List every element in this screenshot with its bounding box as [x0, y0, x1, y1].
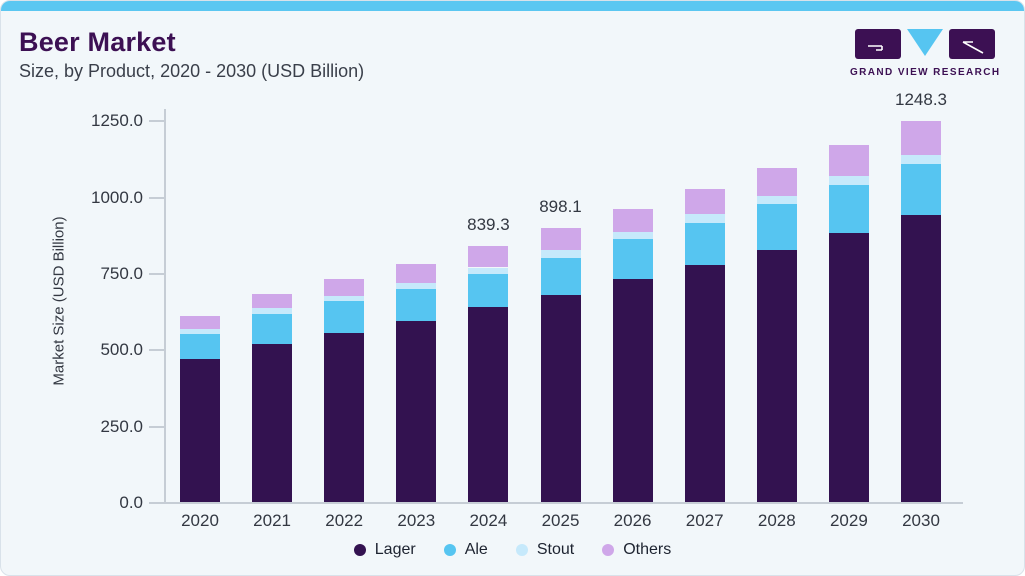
- gvr-logo: GRAND VIEW RESEARCH: [850, 29, 1000, 78]
- logo-g-block-icon: [855, 29, 901, 59]
- bar-segment-lager-2027[interactable]: [684, 265, 725, 502]
- x-tick-label-2023: 2023: [397, 511, 436, 530]
- x-tick-label-2030: 2030: [902, 511, 940, 530]
- y-tick-mark: [149, 273, 164, 276]
- accent-strip: [1, 1, 1024, 11]
- bar-segment-stout-2021[interactable]: [252, 308, 293, 314]
- bar-segment-ale-2022[interactable]: [324, 301, 365, 334]
- legend-item-others[interactable]: Others: [602, 541, 671, 559]
- bar-segment-others-2025[interactable]: [540, 227, 581, 251]
- logo-r-block-icon: [949, 29, 995, 59]
- bar-total-label-2025: 898.1: [539, 196, 582, 216]
- logo-mark: [850, 29, 1000, 61]
- bar-segment-lager-2030[interactable]: [901, 214, 941, 502]
- bar-segment-others-2029[interactable]: [828, 145, 869, 177]
- y-axis: [164, 109, 166, 504]
- bar-segment-others-2024[interactable]: [468, 245, 509, 268]
- x-tick-label-2024: 2024: [469, 511, 508, 530]
- bar-segment-lager-2025[interactable]: [540, 294, 581, 502]
- bar-segment-stout-2024[interactable]: [468, 267, 509, 274]
- bar-segment-stout-2027[interactable]: [684, 214, 725, 223]
- logo-wordmark: GRAND VIEW RESEARCH: [850, 67, 1001, 78]
- bar-segment-stout-2026[interactable]: [612, 232, 653, 240]
- x-tick-label-2027: 2027: [685, 511, 724, 530]
- bar-total-label-2030: 1248.3: [895, 90, 947, 109]
- legend-label: Ale: [464, 541, 488, 558]
- bar-segment-ale-2026[interactable]: [612, 239, 653, 279]
- bar-segment-stout-2029[interactable]: [828, 176, 869, 186]
- y-tick-mark: [149, 196, 164, 199]
- x-tick-label-2026: 2026: [613, 511, 652, 530]
- bar-segment-lager-2020[interactable]: [180, 359, 220, 502]
- legend-item-ale[interactable]: Ale: [443, 541, 488, 559]
- legend: Lager Ale Stout Others: [1, 538, 1024, 562]
- bar-segment-lager-2026[interactable]: [612, 278, 653, 502]
- bar-total-label-2024: 839.3: [467, 214, 510, 234]
- legend-label: Stout: [536, 541, 575, 558]
- bar-segment-lager-2028[interactable]: [756, 249, 797, 502]
- x-tick-label-2020: 2020: [181, 511, 219, 530]
- x-tick-label-2029: 2029: [829, 511, 868, 530]
- y-tick-label: 1250.0: [91, 111, 143, 131]
- bar-segment-stout-2023[interactable]: [396, 282, 437, 289]
- bar-segment-lager-2023[interactable]: [396, 320, 437, 502]
- bar-segment-stout-2020[interactable]: [180, 329, 220, 335]
- bar-segment-ale-2021[interactable]: [252, 313, 293, 345]
- y-tick-mark: [149, 502, 164, 504]
- page-subtitle: Size, by Product, 2020 - 2030 (USD Billi…: [19, 61, 365, 81]
- y-tick-label: 750.0: [100, 264, 143, 284]
- legend-dot-lager-icon: [353, 544, 366, 556]
- x-axis: [164, 502, 963, 504]
- bar-segment-others-2021[interactable]: [252, 294, 293, 309]
- bar-segment-others-2023[interactable]: [396, 263, 437, 283]
- bar-segment-others-2030[interactable]: [901, 121, 941, 155]
- y-tick-mark: [149, 120, 164, 123]
- bar-segment-lager-2022[interactable]: [324, 333, 365, 502]
- x-tick-label-2025: 2025: [541, 511, 580, 530]
- bar-segment-ale-2028[interactable]: [756, 204, 797, 250]
- bar-segment-stout-2030[interactable]: [901, 154, 941, 164]
- y-tick-label: 500.0: [100, 340, 143, 360]
- legend-dot-others-icon: [602, 544, 615, 556]
- legend-label: Lager: [374, 541, 416, 558]
- x-tick-label-2022: 2022: [325, 511, 364, 530]
- legend-item-stout[interactable]: Stout: [515, 541, 575, 559]
- y-tick-mark: [149, 425, 164, 428]
- bar-segment-stout-2028[interactable]: [756, 195, 797, 205]
- bar-segment-stout-2025[interactable]: [540, 250, 581, 258]
- bar-segment-others-2022[interactable]: [324, 278, 365, 296]
- x-tick-label-2028: 2028: [757, 511, 796, 530]
- bar-segment-ale-2020[interactable]: [180, 334, 220, 360]
- legend-dot-stout-icon: [515, 544, 528, 556]
- bar-segment-others-2020[interactable]: [180, 315, 220, 330]
- bar-segment-lager-2029[interactable]: [828, 232, 869, 502]
- bar-segment-others-2026[interactable]: [612, 209, 653, 233]
- legend-item-lager[interactable]: Lager: [353, 541, 416, 559]
- bar-segment-lager-2024[interactable]: [468, 307, 509, 502]
- legend-dot-ale-icon: [443, 544, 456, 556]
- bar-segment-ale-2023[interactable]: [396, 288, 437, 321]
- y-tick-mark: [149, 349, 164, 352]
- bar-segment-ale-2030[interactable]: [901, 163, 941, 215]
- bar-segment-stout-2022[interactable]: [324, 295, 365, 302]
- y-tick-label: 1000.0: [91, 187, 143, 207]
- x-tick-label-2021: 2021: [253, 511, 291, 530]
- bar-segment-lager-2021[interactable]: [252, 344, 293, 502]
- logo-v-triangle-icon: [907, 29, 943, 56]
- bar-segment-others-2027[interactable]: [684, 188, 725, 215]
- bar-segment-others-2028[interactable]: [756, 167, 797, 196]
- y-tick-label: 250.0: [100, 416, 143, 436]
- y-tick-label: 0.0: [119, 493, 143, 512]
- bar-segment-ale-2025[interactable]: [540, 257, 581, 295]
- bar-segment-ale-2027[interactable]: [684, 222, 725, 266]
- bar-segment-ale-2029[interactable]: [828, 185, 869, 233]
- bar-segment-ale-2024[interactable]: [468, 273, 509, 308]
- page-title: Beer Market: [19, 27, 176, 57]
- legend-label: Others: [623, 541, 672, 558]
